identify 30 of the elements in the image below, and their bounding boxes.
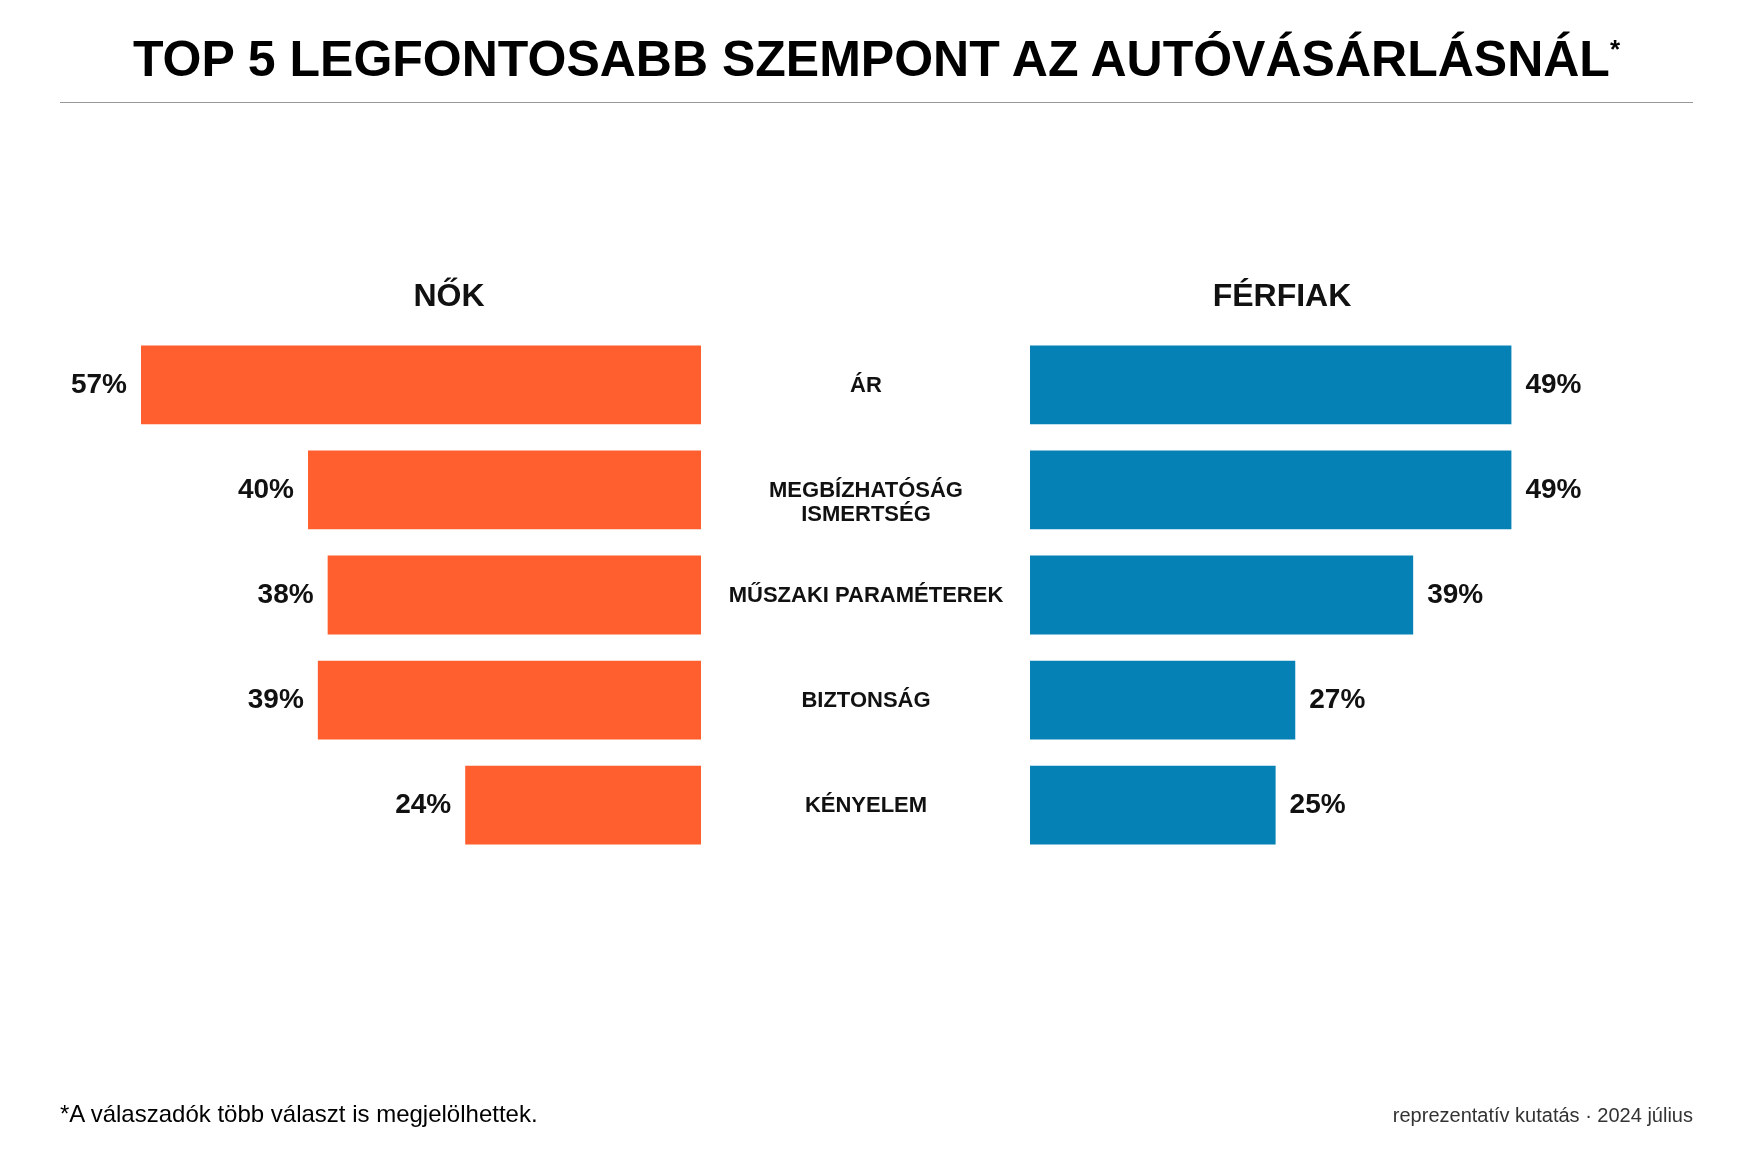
series-label: FÉRFIAK bbox=[1212, 277, 1352, 313]
bar bbox=[317, 660, 701, 740]
bar bbox=[1030, 345, 1512, 425]
bar bbox=[1030, 450, 1512, 530]
data-label: 57% bbox=[70, 367, 128, 399]
data-label: 38% bbox=[257, 578, 314, 609]
series-label: NŐK bbox=[413, 277, 485, 313]
bar bbox=[1030, 555, 1414, 635]
data-label: 39% bbox=[1427, 578, 1484, 609]
data-label: 49% bbox=[1525, 472, 1582, 504]
bar bbox=[1030, 660, 1296, 740]
bar bbox=[1030, 765, 1276, 845]
y-tick-label: ÁR bbox=[850, 371, 882, 397]
text: reprezentatív kutatás · 2024 július bbox=[1392, 1104, 1693, 1127]
bar bbox=[465, 765, 701, 845]
bar bbox=[327, 555, 701, 635]
data-label: 49% bbox=[1525, 367, 1582, 399]
y-tick-label: MŰSZAKI PARAMÉTEREK bbox=[728, 582, 1004, 607]
data-label: 39% bbox=[247, 683, 304, 715]
data-label: 27% bbox=[1309, 683, 1366, 715]
data-label: 25% bbox=[1289, 788, 1346, 820]
bar bbox=[141, 345, 701, 425]
text: TOP 5 LEGFONTOSABB SZEMPONT AZ AUTÓVÁSÁRLÁSNÁL$^{*}$ bbox=[60, 30, 1693, 103]
data-label: 40% bbox=[237, 472, 295, 504]
y-tick-label: MEGBÍZHATÓSÁG ISMERTSÉG bbox=[769, 476, 963, 526]
y-tick-label: KÉNYELEM bbox=[804, 792, 928, 818]
bar bbox=[308, 450, 701, 530]
y-tick-label: BIZTONSÁG bbox=[801, 687, 931, 713]
text: *A válaszadók több választ is megjelölhettek. bbox=[60, 1100, 538, 1128]
data-label: 24% bbox=[395, 788, 452, 820]
